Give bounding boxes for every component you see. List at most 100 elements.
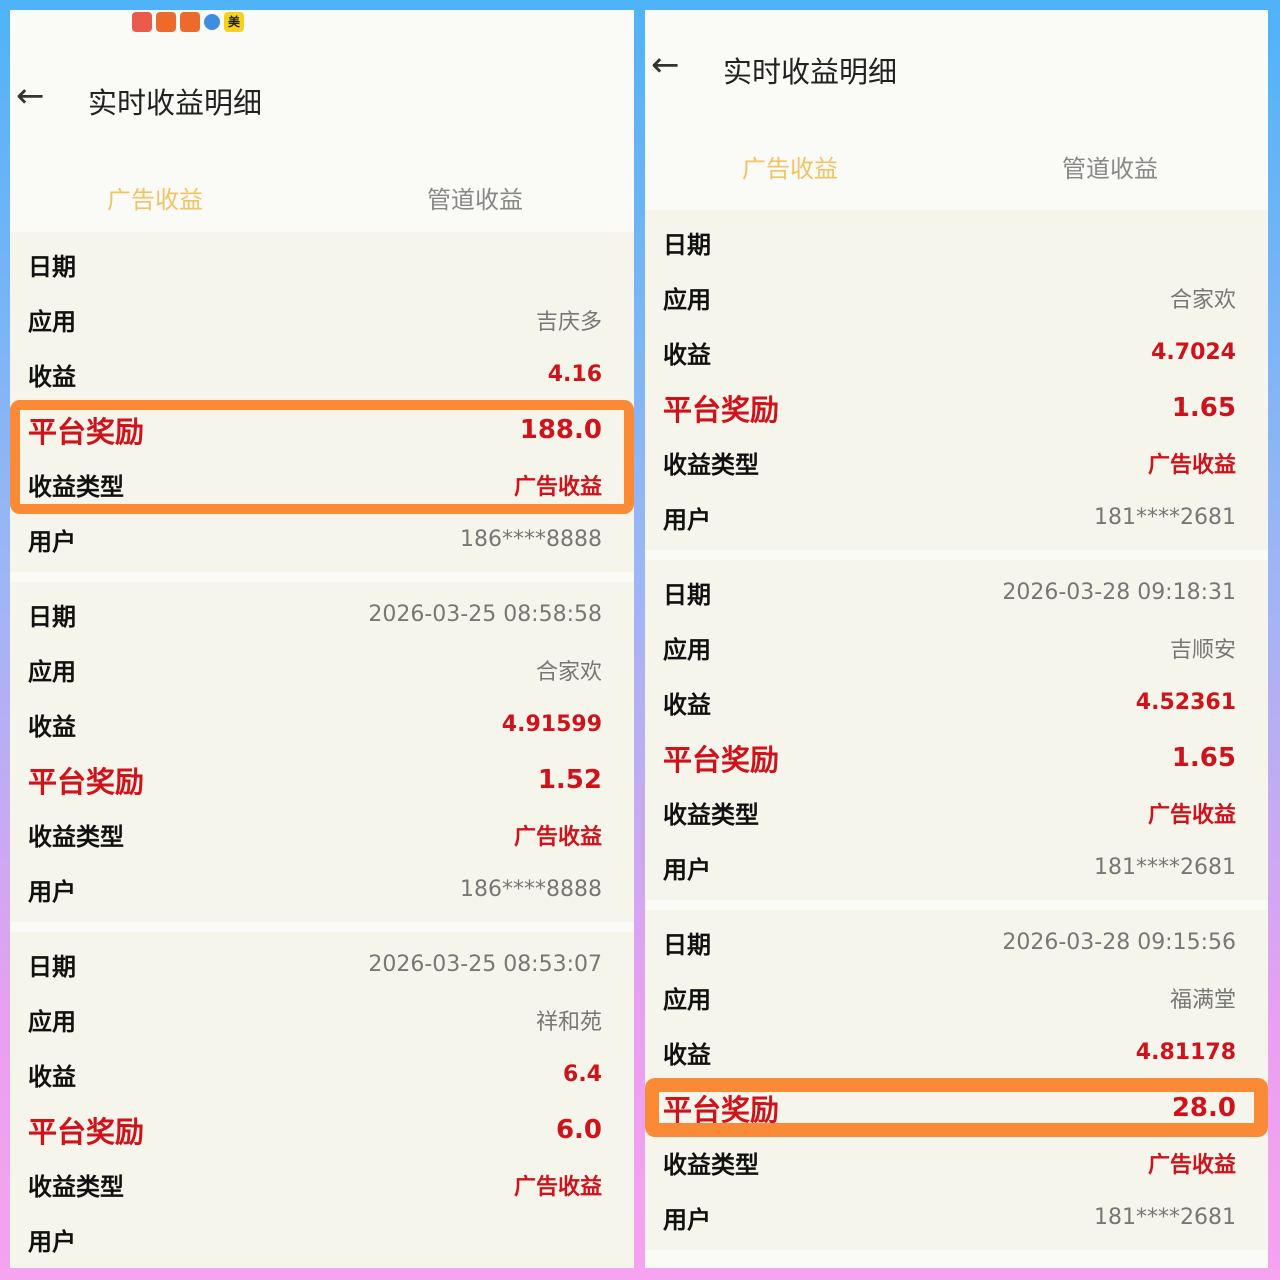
user-label: 用户 [663, 1206, 711, 1234]
row-user: 用户 [10, 1212, 634, 1267]
row-app: 应用 吉庆多 [10, 292, 634, 347]
app-label: 应用 [28, 1008, 76, 1036]
platform-reward-value: 28.0 [1171, 1092, 1236, 1123]
earnings-value: 4.52361 [1135, 690, 1236, 715]
row-user: 用户 181****2681 [645, 840, 1268, 895]
tab-ad-income[interactable]: 广告收益 [107, 186, 203, 214]
back-arrow-icon[interactable]: ← [16, 76, 45, 116]
row-date: 日期 2026-03-25 08:58:58 [10, 587, 634, 642]
user-value: 181****2681 [1094, 855, 1236, 880]
income-type-label: 收益类型 [28, 1173, 124, 1201]
back-arrow-icon[interactable]: ← [651, 45, 680, 85]
date-value: 2026-03-25 08:58:58 [368, 602, 602, 627]
row-platform-reward: 平台奖励 6.0 [10, 1102, 634, 1157]
earnings-value: 4.81178 [1135, 1040, 1236, 1065]
app-value: 合家欢 [535, 659, 602, 685]
earnings-label: 收益 [663, 691, 711, 719]
row-user: 用户 181****2681 [645, 490, 1268, 545]
row-date: 日期 2026-03-28 09:18:31 [645, 565, 1268, 620]
app-label: 应用 [28, 658, 76, 686]
row-earnings: 收益 4.81178 [645, 1025, 1268, 1080]
tab-channel-income[interactable]: 管道收益 [427, 186, 523, 214]
app-value: 吉顺安 [1169, 637, 1236, 663]
app-icon [156, 12, 176, 32]
user-value: 181****2681 [1094, 1205, 1236, 1230]
platform-reward-value: 1.52 [537, 764, 602, 795]
row-earnings: 收益 4.52361 [645, 675, 1268, 730]
right-screenshot-panel: ← 实时收益明细 广告收益 管道收益 日期 应用 合家欢 收益 4.7024 平台奖励 1.… [645, 10, 1268, 1268]
income-card: 日期 应用 吉庆多 收益 4.16 平台奖励 188.0 收益类型 广告收益 用户 186****8… [10, 232, 634, 572]
row-app: 应用 福满堂 [645, 970, 1268, 1025]
row-app: 应用 吉顺安 [645, 620, 1268, 675]
row-income-type: 收益类型 广告收益 [645, 1135, 1268, 1190]
earnings-value: 4.91599 [501, 712, 602, 737]
platform-reward-value: 1.65 [1171, 392, 1236, 423]
row-earnings: 收益 4.91599 [10, 697, 634, 752]
income-type-value: 广告收益 [1147, 802, 1236, 828]
row-income-type: 收益类型 广告收益 [645, 435, 1268, 490]
user-label: 用户 [28, 528, 76, 556]
income-card: 日期 2026-03-28 09:15:56 应用 福满堂收益 4.81178 平台奖励 2… [645, 910, 1268, 1250]
income-list[interactable]: 日期 应用 吉庆多 收益 4.16 平台奖励 188.0 收益类型 广告收益 用户 186****8… [10, 232, 634, 1268]
platform-reward-label: 平台奖励 [663, 1092, 780, 1127]
income-type-label: 收益类型 [663, 1151, 759, 1179]
platform-reward-label: 平台奖励 [28, 764, 145, 799]
app-label: 应用 [663, 986, 711, 1014]
platform-reward-label: 平台奖励 [663, 742, 780, 777]
page-title: 实时收益明细 [88, 86, 263, 120]
platform-reward-label: 平台奖励 [28, 414, 145, 449]
row-earnings: 收益 4.16 [10, 347, 634, 402]
app-value: 吉庆多 [535, 309, 602, 335]
row-user: 用户 181****2681 [645, 1190, 1268, 1245]
status-bar-icons: 美 [132, 12, 244, 32]
date-label: 日期 [663, 581, 711, 609]
app-label: 应用 [28, 308, 76, 336]
app-label: 应用 [663, 286, 711, 314]
telegram-icon [204, 14, 220, 30]
earnings-label: 收益 [28, 363, 76, 391]
row-app: 应用 祥和苑 [10, 992, 634, 1047]
row-date: 日期 2026-03-28 09:15:56 [645, 915, 1268, 970]
tab-channel-income[interactable]: 管道收益 [1062, 155, 1158, 183]
app-label: 应用 [663, 636, 711, 664]
row-income-type: 收益类型 广告收益 [10, 1157, 634, 1212]
row-app: 应用 合家欢 [10, 642, 634, 697]
income-type-label: 收益类型 [28, 473, 124, 501]
date-value: 2026-03-28 09:18:31 [1002, 580, 1236, 605]
row-income-type: 收益类型 广告收益 [10, 807, 634, 862]
platform-reward-value: 188.0 [519, 414, 602, 445]
date-label: 日期 [28, 603, 76, 631]
row-platform-reward: 平台奖励 28.0 [645, 1080, 1268, 1135]
row-app: 应用 合家欢 [645, 270, 1268, 325]
row-earnings: 收益 6.4 [10, 1047, 634, 1102]
row-date: 日期 [10, 237, 634, 292]
earnings-value: 4.7024 [1151, 340, 1236, 365]
platform-reward-value: 1.65 [1171, 742, 1236, 773]
app-value: 祥和苑 [535, 1009, 602, 1035]
row-user: 用户 186****8888 [10, 512, 634, 567]
date-value: 2026-03-28 09:15:56 [1002, 930, 1236, 955]
date-label: 日期 [28, 253, 76, 281]
platform-reward-label: 平台奖励 [28, 1114, 145, 1149]
meituan-icon: 美 [224, 12, 244, 32]
income-type-value: 广告收益 [513, 824, 602, 850]
app-value: 合家欢 [1169, 287, 1236, 313]
platform-reward-value: 6.0 [555, 1114, 602, 1145]
income-type-label: 收益类型 [663, 801, 759, 829]
tab-ad-income[interactable]: 广告收益 [742, 155, 838, 183]
income-type-label: 收益类型 [663, 451, 759, 479]
user-value: 181****2681 [1094, 505, 1236, 530]
earnings-value: 6.4 [563, 1062, 602, 1087]
page-title: 实时收益明细 [723, 55, 898, 89]
date-value: 2026-03-25 08:53:07 [368, 952, 602, 977]
row-date: 日期 2026-03-25 08:53:07 [10, 937, 634, 992]
row-date: 日期 [645, 215, 1268, 270]
app-value: 福满堂 [1169, 987, 1236, 1013]
row-income-type: 收益类型 广告收益 [645, 785, 1268, 840]
user-label: 用户 [28, 878, 76, 906]
income-list[interactable]: 日期 应用 合家欢 收益 4.7024 平台奖励 1.65 收益类型 广告收益 用户 181****… [645, 210, 1268, 1260]
user-value: 186****8888 [460, 527, 602, 552]
row-earnings: 收益 4.7024 [645, 325, 1268, 380]
income-card: 日期 应用 合家欢 收益 4.7024 平台奖励 1.65 收益类型 广告收益 用户 181****… [645, 210, 1268, 550]
row-platform-reward: 平台奖励 1.65 [645, 730, 1268, 785]
